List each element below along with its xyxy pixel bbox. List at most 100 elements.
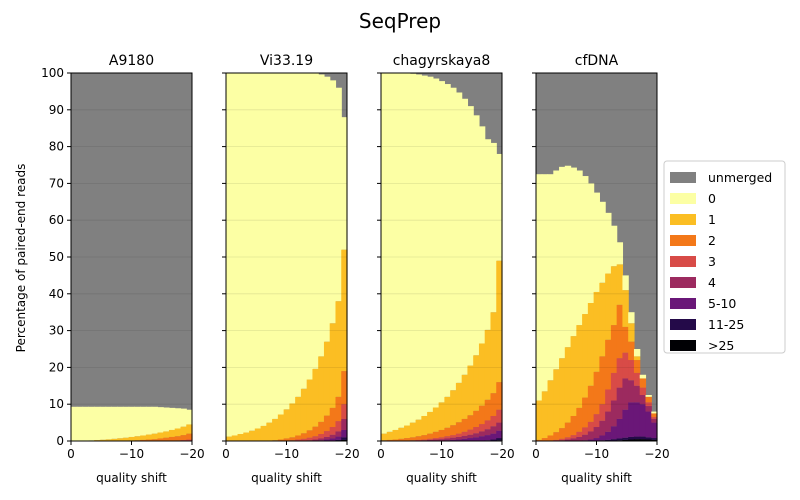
bar-segment (610, 266, 618, 326)
bar-segment (593, 291, 600, 372)
y-tick-label: 50 (49, 250, 64, 264)
bar-segment (444, 438, 451, 441)
bar-segment (610, 439, 618, 441)
bar-segment (450, 425, 457, 436)
panels-group: A9180 0 −10 −20 quality shift 0 10 20 30 40 50 60 70… (41, 53, 670, 485)
bar-segment (415, 436, 422, 440)
bar-segment (323, 439, 331, 441)
bar-segment (536, 439, 543, 441)
bar-segment (140, 439, 147, 441)
x-axis-label: quality shift (561, 471, 632, 485)
bar-segment (277, 73, 285, 415)
bar-segment (122, 406, 130, 438)
bar-segment (427, 76, 434, 412)
bar-segment (639, 436, 647, 440)
bar-segment (444, 84, 451, 397)
bar-segment (455, 433, 463, 437)
bar-segment (306, 379, 314, 431)
bar-segment (312, 439, 319, 441)
bar-segment (341, 429, 348, 438)
bar-segment (478, 436, 486, 441)
bar-segment (547, 380, 554, 436)
bar-segment (427, 439, 434, 441)
legend-label: >25 (708, 338, 734, 353)
x-axis-label: quality shift (251, 471, 322, 485)
bar-segment (145, 439, 153, 441)
bar-segment (478, 343, 486, 406)
bar-segment (272, 73, 279, 419)
bar-segment (564, 165, 572, 348)
legend-label: 0 (708, 191, 716, 206)
x-axis-label: quality shift (406, 471, 477, 485)
bar-segment (605, 212, 612, 274)
bar-segment (335, 436, 342, 440)
bar-segment (616, 387, 624, 419)
bar-segment (226, 436, 233, 441)
bar-segment (174, 408, 182, 429)
bar-segment (157, 407, 164, 433)
bar-segment (547, 174, 554, 381)
bar-segment (341, 371, 348, 405)
bar-segment (186, 409, 193, 425)
x-tick-label: 0 (222, 447, 230, 461)
x-axis-label: quality shift (96, 471, 167, 485)
bar-segment (249, 73, 256, 431)
bar-segment (622, 326, 629, 353)
bar-segment (168, 429, 176, 437)
bar-segment (312, 426, 319, 437)
y-tick-label: 80 (49, 140, 64, 154)
bar-segment (404, 425, 411, 439)
bar-segment (461, 431, 469, 436)
bar-segment (639, 387, 647, 395)
legend-label: 2 (708, 233, 716, 248)
bar-segment (564, 439, 572, 441)
legend-swatch-unmerged (670, 172, 696, 183)
bar-segment (312, 436, 319, 440)
bar-segment (478, 405, 486, 425)
bar-segment (243, 432, 250, 441)
bar-segment (628, 402, 635, 437)
bar-segment (570, 415, 577, 436)
bar-segment (289, 403, 296, 438)
bar-segment (318, 434, 325, 439)
bar-segment (249, 430, 256, 441)
bar-segment (444, 396, 451, 428)
bar-segment (277, 414, 285, 440)
bar-segment (484, 420, 492, 430)
bar-segment (450, 437, 457, 440)
bar-segment (622, 275, 629, 291)
y-tick-label: 30 (49, 324, 64, 338)
x-tick-label: −20 (489, 447, 514, 461)
legend-swatch-4 (670, 277, 696, 288)
bar-segment (415, 419, 422, 437)
bar-segment (467, 415, 474, 430)
figure-title: SeqPrep (359, 9, 441, 33)
bar-segment (174, 436, 182, 441)
bar-segment (432, 439, 440, 441)
bar-segment (599, 404, 606, 421)
x-tick-label: −10 (119, 447, 144, 461)
bar-segment (616, 358, 624, 388)
bar-segment (341, 418, 348, 430)
bar-segment (633, 360, 641, 373)
bar-segment (151, 439, 159, 441)
bar-segment (478, 431, 486, 437)
bar-segment (484, 435, 492, 441)
bar-segment (593, 427, 600, 439)
unmerged-area (71, 73, 192, 441)
bar-segment (484, 329, 492, 400)
bar-segment (490, 142, 497, 313)
bar-segment (633, 439, 641, 441)
bar-segment (450, 435, 457, 438)
bar-segment (496, 422, 503, 431)
legend-label: 4 (708, 275, 716, 290)
bar-segment (174, 428, 182, 437)
bar-segment (432, 78, 440, 408)
bar-segment (260, 425, 267, 441)
bar-segment (312, 73, 319, 369)
bar-segment (587, 303, 595, 386)
bar-segment (329, 427, 337, 435)
bar-segment (628, 436, 635, 440)
bar-segment (335, 431, 342, 437)
bar-segment (438, 402, 445, 430)
